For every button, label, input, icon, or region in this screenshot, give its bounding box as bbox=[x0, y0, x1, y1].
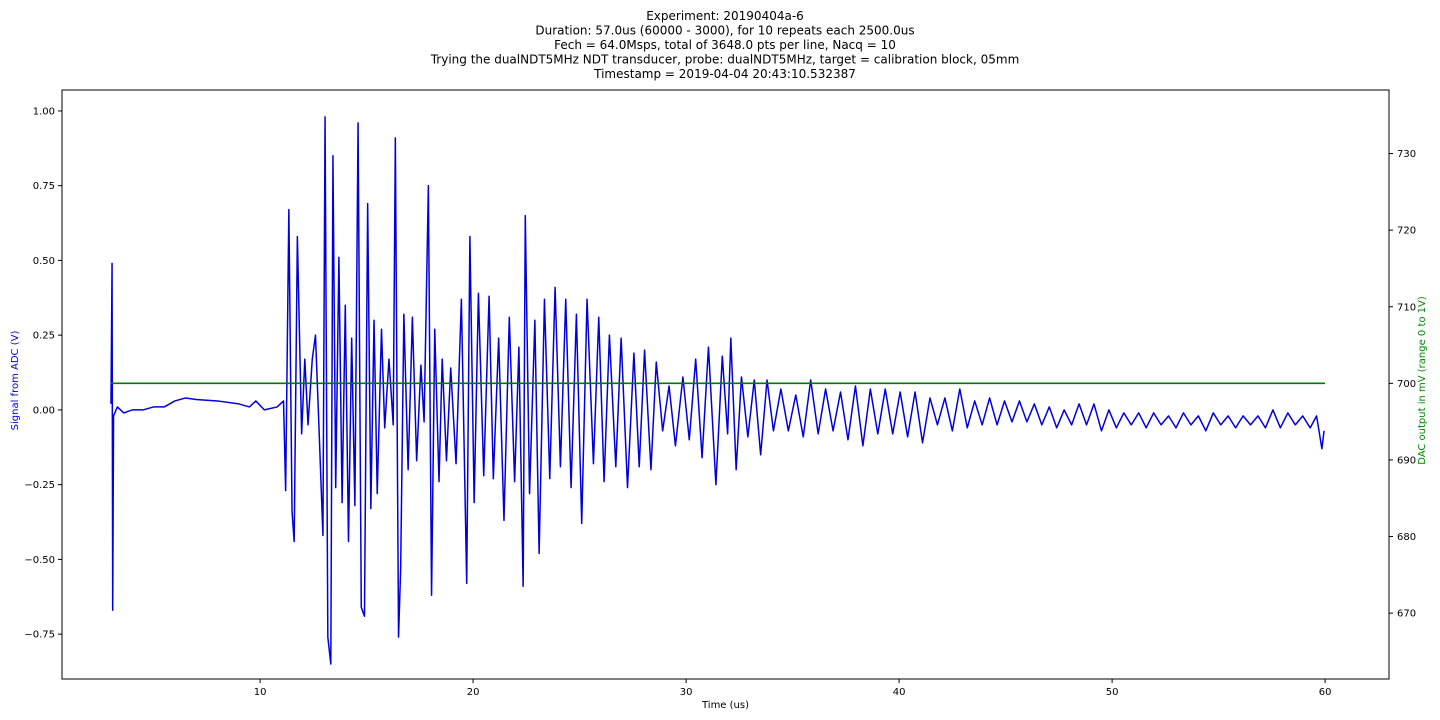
title-line: Fech = 64.0Msps, total of 3648.0 pts per… bbox=[554, 38, 896, 52]
right-y-tick-label: 670 bbox=[1397, 609, 1416, 620]
x-axis: 10 20 30 40 50 60 bbox=[254, 679, 1332, 698]
x-tick-label: 40 bbox=[893, 687, 906, 698]
x-axis-label: Time (us) bbox=[701, 700, 749, 711]
x-tick-label: 10 bbox=[254, 687, 267, 698]
right-y-tick-label: 700 bbox=[1397, 379, 1416, 390]
plot-frame bbox=[61, 89, 1390, 680]
left-y-tick-label: −0.75 bbox=[24, 630, 55, 641]
title-line: Trying the dualNDT5MHz NDT transducer, p… bbox=[430, 53, 1020, 67]
right-y-tick-label: 730 bbox=[1397, 149, 1416, 160]
right-y-tick-label: 710 bbox=[1397, 302, 1416, 313]
right-y-tick-label: 690 bbox=[1397, 455, 1416, 466]
left-y-tick-label: 0.75 bbox=[33, 181, 55, 192]
right-y-tick-label: 680 bbox=[1397, 532, 1416, 543]
left-y-tick-label: 1.00 bbox=[33, 106, 55, 117]
series-group bbox=[110, 116, 1326, 665]
right-y-axis: 670 680 690 700 710 720 730 bbox=[1389, 149, 1416, 620]
x-tick-label: 50 bbox=[1106, 687, 1119, 698]
title-line: Duration: 57.0us (60000 - 3000), for 10 … bbox=[535, 24, 914, 38]
left-y-axis-label: Signal from ADC (V) bbox=[10, 331, 21, 431]
left-y-axis: −0.75 −0.50 −0.25 0.00 0.25 0.50 0.75 1.00 bbox=[24, 106, 62, 641]
x-tick-label: 60 bbox=[1319, 687, 1332, 698]
left-y-tick-label: −0.25 bbox=[24, 480, 55, 491]
x-tick-label: 20 bbox=[467, 687, 480, 698]
left-y-tick-label: 0.50 bbox=[33, 256, 55, 267]
x-tick-label: 30 bbox=[680, 687, 693, 698]
adc-signal-line bbox=[110, 116, 1325, 665]
title-line: Timestamp = 2019-04-04 20:43:10.532387 bbox=[593, 67, 856, 81]
right-y-axis-label: DAC output in mV (range 0 to 1V) bbox=[1417, 296, 1428, 465]
left-y-tick-label: 0.25 bbox=[33, 331, 55, 342]
left-y-tick-label: 0.00 bbox=[33, 405, 55, 416]
left-y-tick-label: −0.50 bbox=[24, 555, 55, 566]
right-y-tick-label: 720 bbox=[1397, 226, 1416, 237]
title-line: Experiment: 20190404a-6 bbox=[646, 9, 804, 23]
